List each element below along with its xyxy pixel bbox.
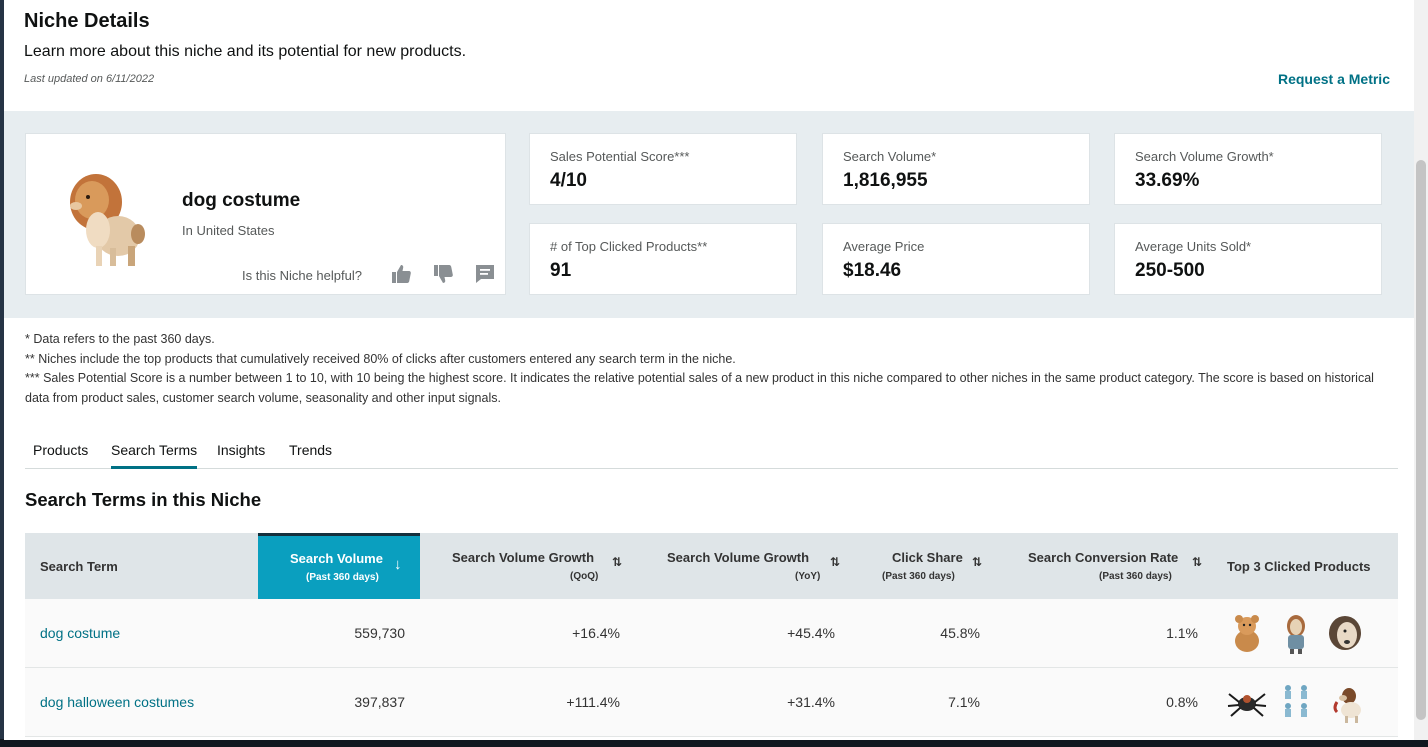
bottom-window-edge — [0, 739, 1428, 747]
sort-icon: ⇅ — [1192, 555, 1203, 569]
tab-bar: Products Search Terms Insights Trends — [25, 438, 1398, 469]
thumbs-down-icon[interactable] — [431, 262, 455, 286]
table-row: dog costume 559,730 +16.4% +45.4% 45.8% … — [25, 599, 1398, 668]
search-volume-cell: 397,837 — [354, 694, 405, 710]
page-header: Niche Details Learn more about this nich… — [24, 8, 1404, 108]
niche-details-page: Niche Details Learn more about this nich… — [4, 0, 1428, 740]
metric-card-sales-potential: Sales Potential Score*** 4/10 — [529, 133, 797, 205]
column-header-conversion-rate[interactable]: Search Conversion Rate (Past 360 days) ⇅ — [998, 533, 1213, 599]
metric-value: $18.46 — [843, 260, 902, 281]
column-header-top-clicked: Top 3 Clicked Products — [1213, 533, 1398, 599]
metric-label: Sales Potential Score*** — [550, 149, 690, 164]
footnote-2: ** Niches include the top products that … — [25, 351, 736, 366]
column-header-label: Search Volume Growth — [667, 550, 810, 565]
column-header-sublabel: (Past 360 days) — [306, 572, 379, 583]
page-subtitle: Learn more about this niche and its pote… — [24, 43, 467, 60]
product-thumbnail[interactable] — [1274, 680, 1318, 724]
tab-products[interactable]: Products — [33, 442, 89, 458]
metric-card-search-volume: Search Volume* 1,816,955 — [822, 133, 1090, 205]
search-term-link[interactable]: dog costume — [40, 625, 121, 641]
product-thumbnail[interactable] — [1225, 611, 1269, 655]
growth-qoq-cell: +16.4% — [572, 625, 620, 641]
niche-card: dog costume In United States Is this Nic… — [25, 133, 506, 295]
metric-label: Search Volume Growth* — [1135, 149, 1274, 164]
niche-name: dog costume — [182, 190, 301, 211]
request-metric-link[interactable]: Request a Metric — [1277, 71, 1390, 87]
sort-desc-icon: ↓ — [394, 556, 402, 573]
click-share-cell: 45.8% — [940, 625, 980, 641]
left-window-edge — [0, 0, 6, 747]
metric-card-search-volume-growth: Search Volume Growth* 33.69% — [1114, 133, 1382, 205]
metric-label: Average Price — [843, 239, 925, 254]
search-term-link[interactable]: dog halloween costumes — [40, 694, 195, 710]
column-header-label: Search Volume — [290, 551, 383, 566]
column-header-label: Search Term — [40, 559, 118, 574]
column-header-label: Search Volume Growth — [452, 550, 595, 565]
column-header-sublabel: (Past 360 days) — [1099, 571, 1172, 582]
product-thumbnail[interactable] — [1323, 680, 1367, 724]
column-header-search-term[interactable]: Search Term — [25, 533, 258, 599]
metric-value: 250-500 — [1135, 260, 1205, 281]
metric-value: 4/10 — [550, 170, 587, 191]
footnote-1: * Data refers to the past 360 days. — [25, 332, 215, 346]
column-header-label: Search Conversion Rate — [1028, 550, 1179, 565]
column-header-growth-qoq[interactable]: Search Volume Growth (QoQ) ⇅ — [420, 533, 635, 599]
product-thumbnail[interactable] — [1323, 611, 1367, 655]
metric-value: 91 — [550, 260, 572, 281]
sort-icon: ⇅ — [612, 555, 623, 569]
metric-card-average-units-sold: Average Units Sold* 250-500 — [1114, 223, 1382, 295]
sort-icon: ⇅ — [972, 555, 983, 569]
growth-qoq-cell: +111.4% — [566, 694, 620, 710]
search-terms-table: Search Term Search Volume (Past 360 days… — [25, 533, 1398, 737]
metric-label: Search Volume* — [843, 149, 937, 164]
section-title: Search Terms in this Niche — [25, 489, 262, 510]
product-thumbnail[interactable] — [1274, 611, 1318, 655]
search-volume-cell: 559,730 — [354, 625, 405, 641]
metric-label: Average Units Sold* — [1135, 239, 1252, 254]
tab-insights[interactable]: Insights — [217, 442, 266, 458]
click-share-cell: 7.1% — [948, 694, 980, 710]
metric-card-average-price: Average Price $18.46 — [822, 223, 1090, 295]
table-row: dog halloween costumes 397,837 +111.4% +… — [25, 668, 1398, 737]
last-updated-text: Last updated on 6/11/2022 — [24, 73, 155, 85]
metric-card-top-clicked-products: # of Top Clicked Products** 91 — [529, 223, 797, 295]
conversion-rate-cell: 0.8% — [1166, 694, 1198, 710]
footnote-3: *** Sales Potential Score is a number be… — [25, 371, 1374, 405]
table-header: Search Term Search Volume (Past 360 days… — [25, 533, 1398, 599]
column-header-growth-yoy[interactable]: Search Volume Growth (YoY) ⇅ — [635, 533, 848, 599]
page-title: Niche Details — [24, 10, 150, 32]
dog-costume-image — [70, 174, 145, 266]
column-header-label: Click Share — [892, 550, 963, 565]
growth-yoy-cell: +31.4% — [787, 694, 835, 710]
tab-search-terms[interactable]: Search Terms — [111, 442, 198, 469]
niche-country: In United States — [182, 223, 275, 238]
column-header-sublabel: (QoQ) — [570, 571, 599, 582]
column-header-sublabel: (Past 360 days) — [882, 571, 955, 582]
column-header-click-share[interactable]: Click Share (Past 360 days) ⇅ — [848, 533, 998, 599]
conversion-rate-cell: 1.1% — [1166, 625, 1198, 641]
footnotes: * Data refers to the past 360 days. ** N… — [25, 330, 1400, 408]
helpful-prompt: Is this Niche helpful? — [242, 268, 362, 283]
metric-label: # of Top Clicked Products** — [550, 239, 708, 254]
vertical-scrollbar[interactable] — [1414, 0, 1428, 740]
column-header-sublabel: (YoY) — [795, 571, 821, 582]
sort-icon: ⇅ — [830, 555, 841, 569]
growth-yoy-cell: +45.4% — [787, 625, 835, 641]
column-header-search-volume[interactable]: Search Volume (Past 360 days) ↓ — [258, 533, 420, 599]
scrollbar-thumb[interactable] — [1416, 160, 1426, 720]
metric-value: 33.69% — [1135, 170, 1200, 191]
product-thumbnail[interactable] — [1225, 680, 1269, 724]
tab-trends[interactable]: Trends — [289, 442, 333, 458]
thumbs-up-icon[interactable] — [389, 262, 413, 286]
metric-value: 1,816,955 — [843, 170, 928, 191]
metrics-band: dog costume In United States Is this Nic… — [4, 111, 1414, 318]
column-header-label: Top 3 Clicked Products — [1227, 559, 1371, 574]
comment-icon[interactable] — [473, 262, 497, 286]
